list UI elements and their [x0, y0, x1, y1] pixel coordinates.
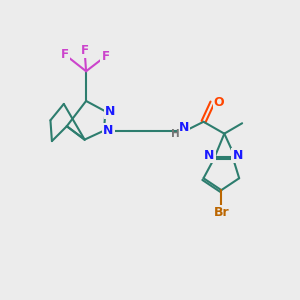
Text: N: N	[232, 149, 243, 162]
Text: N: N	[179, 121, 189, 134]
Text: F: F	[61, 48, 69, 62]
Text: N: N	[204, 149, 214, 162]
Text: F: F	[81, 44, 88, 57]
Text: F: F	[101, 50, 110, 63]
Text: N: N	[105, 105, 115, 118]
Text: Br: Br	[214, 206, 229, 219]
Text: N: N	[103, 124, 114, 137]
Text: O: O	[214, 96, 224, 109]
Text: H: H	[171, 129, 180, 139]
